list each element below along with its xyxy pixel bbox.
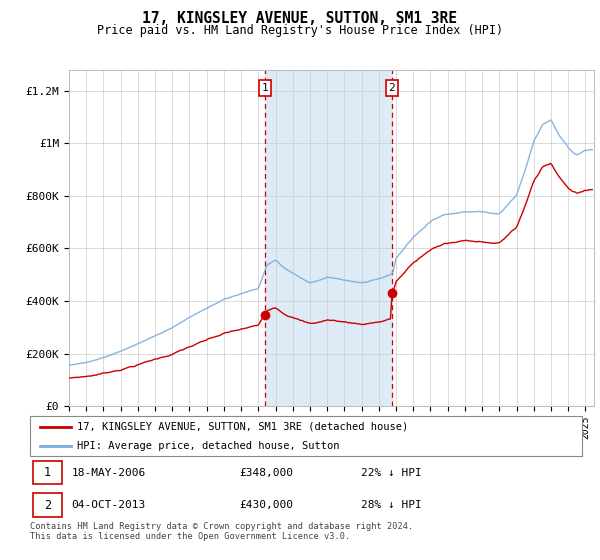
FancyBboxPatch shape: [30, 416, 582, 456]
Text: 28% ↓ HPI: 28% ↓ HPI: [361, 500, 422, 510]
Bar: [265, 70, 392, 406]
Text: Contains HM Land Registry data © Crown copyright and database right 2024.
This d: Contains HM Land Registry data © Crown c…: [30, 522, 413, 542]
Text: 2: 2: [44, 498, 51, 512]
Text: £430,000: £430,000: [240, 500, 294, 510]
Text: Price paid vs. HM Land Registry's House Price Index (HPI): Price paid vs. HM Land Registry's House …: [97, 24, 503, 36]
Text: 1: 1: [262, 83, 268, 93]
Text: HPI: Average price, detached house, Sutton: HPI: Average price, detached house, Sutt…: [77, 441, 340, 451]
Text: 22% ↓ HPI: 22% ↓ HPI: [361, 468, 422, 478]
Text: 17, KINGSLEY AVENUE, SUTTON, SM1 3RE (detached house): 17, KINGSLEY AVENUE, SUTTON, SM1 3RE (de…: [77, 422, 408, 432]
Text: £348,000: £348,000: [240, 468, 294, 478]
Text: 18-MAY-2006: 18-MAY-2006: [71, 468, 146, 478]
Text: 04-OCT-2013: 04-OCT-2013: [71, 500, 146, 510]
Text: 1: 1: [44, 466, 51, 479]
FancyBboxPatch shape: [34, 493, 62, 517]
Text: 17, KINGSLEY AVENUE, SUTTON, SM1 3RE: 17, KINGSLEY AVENUE, SUTTON, SM1 3RE: [143, 11, 458, 26]
FancyBboxPatch shape: [34, 461, 62, 484]
Text: 2: 2: [388, 83, 395, 93]
